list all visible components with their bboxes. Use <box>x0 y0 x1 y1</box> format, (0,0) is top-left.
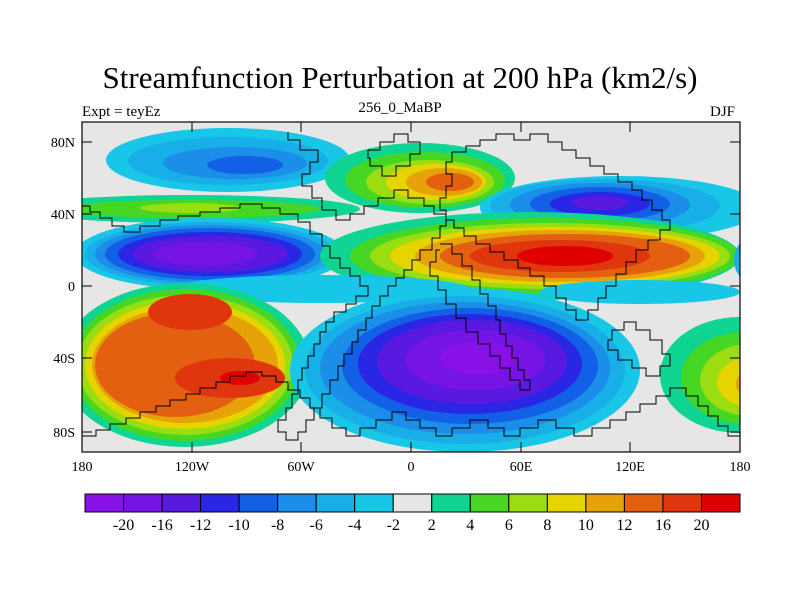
eurasia-coastline <box>439 133 671 321</box>
colorbar-label: 8 <box>543 517 551 534</box>
lat-label: 40S <box>53 352 75 367</box>
contour-north-pacific-low <box>106 128 350 192</box>
contour-east-edge-low <box>734 243 740 277</box>
colorbar-label: -16 <box>151 517 172 534</box>
lon-label: 180 <box>730 460 751 475</box>
lon-label: 60W <box>287 460 315 475</box>
colorbar-label: 6 <box>505 517 513 534</box>
lat-label: 80N <box>51 136 75 151</box>
colorbar-swatch <box>623 493 664 513</box>
contour-south-pacific-high <box>82 283 310 447</box>
contour-tropical-pacific-low <box>82 218 345 290</box>
colorbar-label: -4 <box>348 517 361 534</box>
colorbar-label: 4 <box>466 517 474 534</box>
colorbar-label: 12 <box>616 517 632 534</box>
colorbar-label: -6 <box>310 517 323 534</box>
colorbar-swatch <box>700 493 741 513</box>
colorbar: -20 -16 -12 -10 -8 -6 -4 -2 2 4 6 8 10 12 16 20 <box>84 493 741 534</box>
antarctica-coastline <box>82 371 740 437</box>
colorbar-label: 20 <box>693 517 709 534</box>
lon-label: 120E <box>615 460 645 475</box>
case-label: 256_0_MaBP <box>358 100 442 116</box>
greenland-coastline <box>367 133 421 177</box>
colorbar-label: -12 <box>190 517 211 534</box>
contour-midlat-positive-band <box>82 195 360 223</box>
contour-north-atlantic-high <box>325 143 515 213</box>
colorbar-label: 2 <box>428 517 436 534</box>
colorbar-swatch <box>585 493 625 513</box>
colorbar-label: 10 <box>578 517 594 534</box>
lon-label: 0 <box>408 460 415 475</box>
colorbar-swatch <box>431 493 471 513</box>
map-title: Streamfunction Perturbation at 200 hPa (… <box>102 60 698 95</box>
colorbar-swatch <box>277 493 317 513</box>
colorbar-label: -20 <box>113 517 134 534</box>
colorbar-swatch <box>161 493 202 513</box>
season-label: DJF <box>710 104 736 120</box>
colorbar-swatch <box>315 493 356 513</box>
lat-label: 80S <box>53 426 75 441</box>
colorbar-swatch <box>200 493 240 513</box>
colorbar-swatch <box>84 493 125 513</box>
colorbar-swatch <box>238 493 279 513</box>
lat-label: 40N <box>51 208 75 223</box>
colorbar-label: -10 <box>228 517 249 534</box>
experiment-label: Expt = teyEz <box>82 104 161 120</box>
colorbar-label: -2 <box>387 517 400 534</box>
contour-southeast-edge-high <box>660 317 740 433</box>
contour-south-atlantic-low <box>290 288 640 452</box>
lon-label: 120W <box>175 460 210 475</box>
colorbar-swatch <box>469 493 510 513</box>
colorbar-swatch <box>392 493 433 513</box>
americas-coastline <box>82 132 447 441</box>
colorbar-label: -8 <box>271 517 284 534</box>
contour-field <box>82 128 740 452</box>
colorbar-swatch <box>662 493 702 513</box>
land-outlines <box>82 132 740 441</box>
lon-label: 180 <box>72 460 93 475</box>
lon-axis <box>81 122 741 452</box>
australia-coastline <box>607 321 671 377</box>
colorbar-swatch <box>546 493 587 513</box>
lon-label: 60E <box>510 460 533 475</box>
lat-label: 0 <box>68 280 75 295</box>
colorbar-label: 16 <box>655 517 671 534</box>
africa-coastline <box>429 243 531 391</box>
colorbar-swatch <box>508 493 548 513</box>
colorbar-swatch <box>123 493 163 513</box>
lat-axis <box>82 141 740 433</box>
colorbar-swatch <box>354 493 394 513</box>
